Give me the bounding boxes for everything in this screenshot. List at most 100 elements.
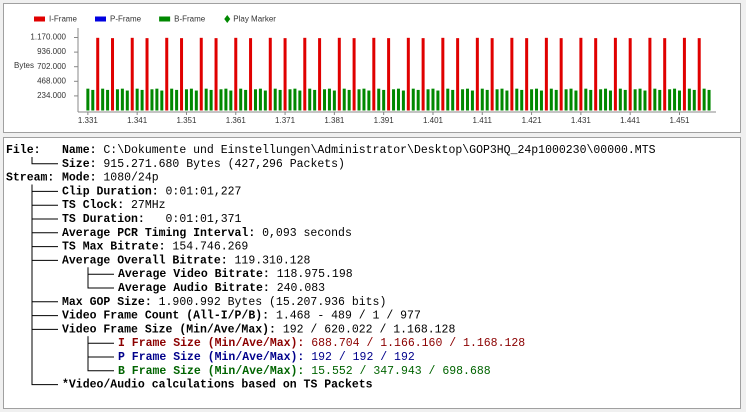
- bar: [372, 37, 376, 111]
- info-line: Average Overall Bitrate: 119.310.128: [62, 254, 311, 267]
- bar: [337, 37, 341, 111]
- info-tree: File: Name: C:\Dokumente und Einstellungen…: [6, 144, 656, 392]
- bar: [387, 38, 391, 111]
- bar: [175, 89, 179, 111]
- bar: [219, 89, 223, 111]
- info-label: Name:: [62, 144, 97, 157]
- info-value: 240.083: [277, 282, 325, 295]
- info-label: B Frame Size (Min/Ave/Max):: [118, 365, 304, 378]
- bar: [342, 88, 346, 111]
- info-line: Mode: 1080/24p: [62, 172, 159, 185]
- info-label: TS Max Bitrate:: [62, 241, 166, 254]
- bar: [234, 37, 238, 111]
- info-value: 154.746.269: [172, 241, 248, 254]
- bar: [574, 90, 578, 111]
- info-value: 915.271.680 Bytes (427,296 Packets): [103, 158, 345, 171]
- bar: [668, 89, 672, 111]
- info-line: Video Frame Count (All-I/P/B): 1.468 - 48…: [62, 310, 421, 323]
- bar: [608, 90, 612, 111]
- bar: [677, 90, 681, 111]
- legend-marker: [224, 15, 231, 23]
- bar: [145, 38, 149, 111]
- bar: [500, 88, 504, 111]
- bar: [594, 38, 598, 111]
- info-line: Clip Duration: 0:01:01,227: [62, 185, 241, 198]
- bar: [480, 88, 484, 111]
- bar: [327, 88, 331, 111]
- y-tick-label: 702.000: [37, 62, 66, 71]
- bar: [130, 37, 134, 111]
- bar: [554, 89, 558, 111]
- bar: [273, 88, 277, 111]
- bar: [160, 90, 164, 111]
- legend-swatch: [159, 16, 171, 22]
- info-value: 192 / 192 / 192: [311, 351, 415, 364]
- y-tick-label: 234.000: [37, 91, 66, 100]
- bar: [204, 88, 208, 111]
- legend-label: B-Frame: [174, 15, 206, 24]
- bar: [431, 88, 435, 111]
- bar: [96, 37, 100, 111]
- bar: [692, 89, 696, 111]
- bar: [239, 88, 243, 111]
- bar: [406, 37, 410, 111]
- bar: [377, 88, 381, 111]
- info-line: Max GOP Size: 1.900.992 Bytes (15.207.936…: [62, 296, 386, 309]
- bar: [623, 89, 627, 111]
- info-line: Average Video Bitrate: 118.975.198: [118, 268, 353, 281]
- y-tick-label: 936.000: [37, 47, 66, 56]
- bar: [613, 37, 617, 111]
- chart: 234.000 468.000 702.000 936.000 1.170.000 1.3…: [30, 15, 716, 125]
- info-value: 0:01:01,227: [166, 185, 242, 198]
- bar: [539, 90, 543, 111]
- info-label: Max GOP Size:: [62, 296, 152, 309]
- bar: [490, 38, 494, 111]
- x-tick-label: 1.411: [473, 116, 493, 125]
- bar: [707, 89, 711, 111]
- bar: [411, 88, 415, 111]
- bar: [461, 89, 465, 111]
- bar: [584, 88, 588, 111]
- info-line: TS Clock: 27MHz: [62, 199, 166, 212]
- info-line: Video Frame Size (Min/Ave/Max): 192 / 620…: [62, 323, 455, 336]
- x-tick-label: 1.391: [374, 116, 395, 125]
- bar: [253, 89, 257, 111]
- info-line: Name: C:\Dokumente und Einstellungen\Admi…: [62, 144, 656, 157]
- info-label: Average Audio Bitrate:: [118, 282, 270, 295]
- info-line: *Video/Audio calculations based on TS Pa…: [62, 379, 373, 392]
- bar: [564, 89, 568, 111]
- legend-label: I-Frame: [49, 15, 78, 24]
- info-label: Average Overall Bitrate:: [62, 254, 228, 267]
- bar: [673, 88, 677, 111]
- legend-label: P-Frame: [110, 15, 142, 24]
- bar: [520, 89, 524, 111]
- x-tick-label: 1.451: [669, 116, 690, 125]
- info-label: Average PCR Timing Interval:: [62, 227, 255, 240]
- bar: [278, 89, 282, 111]
- bar: [485, 89, 489, 111]
- bar: [702, 88, 706, 111]
- bar: [446, 88, 450, 111]
- x-tick-label: 1.361: [226, 116, 247, 125]
- bar: [456, 38, 460, 111]
- bar: [451, 89, 455, 111]
- bar: [288, 89, 292, 111]
- bar: [510, 37, 514, 111]
- bar: [184, 89, 188, 111]
- info-line: B Frame Size (Min/Ave/Max): 15.552 / 347.…: [118, 365, 491, 378]
- info-value: 0,093 seconds: [262, 227, 352, 240]
- y-axis-label: Bytes: [14, 61, 34, 70]
- bar: [530, 89, 534, 111]
- bar: [293, 88, 297, 111]
- bar: [249, 38, 253, 111]
- bar: [682, 37, 686, 111]
- info-line: Average PCR Timing Interval: 0,093 second…: [62, 227, 352, 240]
- bar: [91, 89, 95, 111]
- x-tick-label: 1.431: [571, 116, 592, 125]
- info-line: P Frame Size (Min/Ave/Max): 192 / 192 / 1…: [118, 351, 415, 364]
- bar: [515, 88, 519, 111]
- info-label: TS Duration:: [62, 213, 145, 226]
- bar: [441, 37, 445, 111]
- bar: [194, 90, 198, 111]
